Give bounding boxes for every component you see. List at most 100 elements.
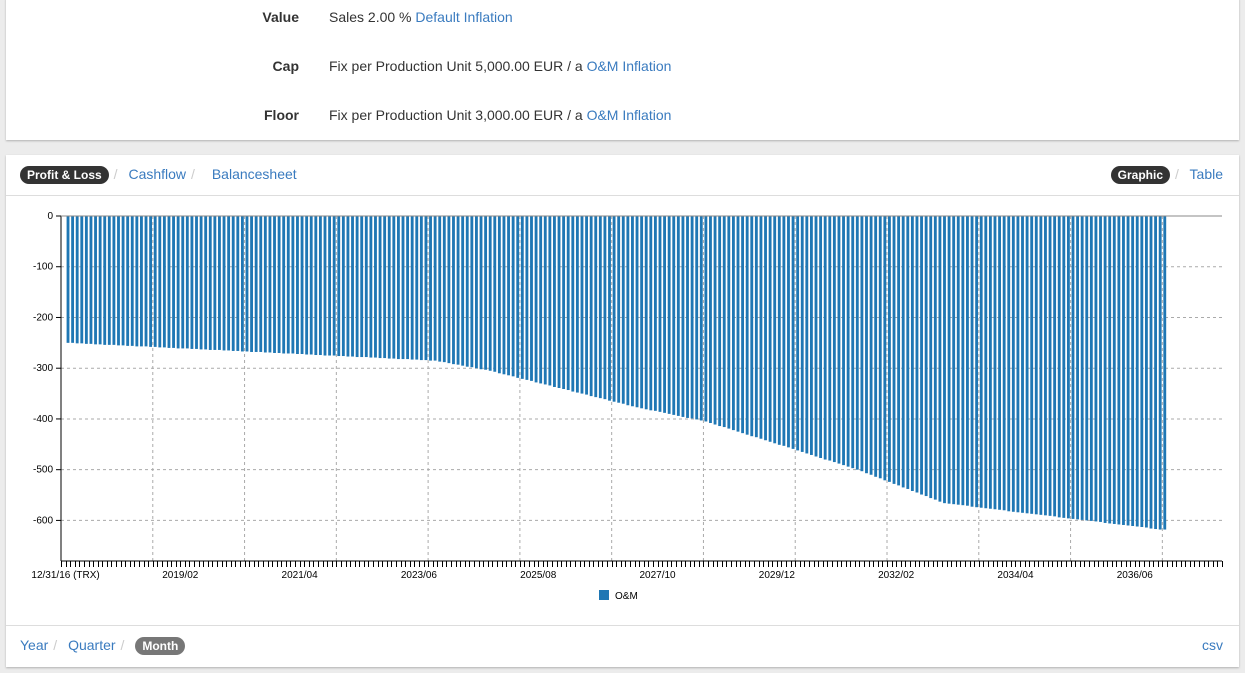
inflation-link[interactable]: Default Inflation (415, 9, 513, 25)
bar (1025, 216, 1029, 514)
bar (906, 216, 910, 489)
bar (355, 216, 359, 358)
bar (667, 216, 671, 414)
bar (851, 216, 855, 469)
bar (842, 216, 845, 466)
bar (442, 216, 446, 363)
bar (915, 216, 919, 493)
bar (975, 216, 979, 508)
bar (309, 216, 313, 355)
bar (305, 216, 309, 355)
bar (346, 216, 350, 357)
bar (153, 216, 157, 347)
bar (979, 216, 983, 508)
bar (1108, 216, 1112, 524)
bar (263, 216, 267, 353)
bar (332, 216, 336, 356)
setting-text: Sales 2.00 % (329, 9, 412, 25)
bar (1066, 216, 1070, 519)
bar (745, 216, 749, 435)
tab-year[interactable]: Year (20, 637, 49, 653)
bar (429, 216, 432, 361)
view-tabs: Graphic / Table (1110, 166, 1223, 184)
bar (465, 216, 469, 367)
bar (575, 216, 579, 393)
bar (497, 216, 501, 374)
bar (396, 216, 400, 360)
bar (626, 216, 630, 406)
bar (475, 216, 478, 369)
inflation-link[interactable]: O&M Inflation (586, 107, 672, 123)
bar (970, 216, 974, 507)
bar (66, 216, 70, 343)
bar (364, 216, 368, 358)
bar (282, 216, 286, 354)
bar (846, 216, 850, 467)
legend-label: O&M (615, 591, 638, 602)
bar (227, 216, 231, 351)
bar (640, 216, 644, 409)
bar (318, 216, 322, 356)
bar (1021, 216, 1024, 513)
tab-quarter[interactable]: Quarter (68, 637, 116, 653)
bar (589, 216, 593, 397)
bar (860, 216, 864, 472)
bar (823, 216, 827, 460)
bar (1048, 216, 1052, 516)
bar (135, 216, 139, 347)
bar (406, 216, 410, 360)
bar (240, 216, 244, 352)
bar (984, 216, 988, 509)
bar (1007, 216, 1011, 512)
bar (75, 216, 79, 344)
bar (672, 216, 676, 415)
bar (1053, 216, 1057, 517)
bar (837, 216, 841, 464)
bar (539, 216, 543, 384)
bar (727, 216, 731, 429)
bar (649, 216, 653, 411)
bar (782, 216, 786, 446)
bar (162, 216, 166, 348)
bar (543, 216, 547, 385)
bar (952, 216, 956, 505)
bar (1131, 216, 1135, 526)
bar (828, 216, 832, 461)
y-tick-label: -600 (33, 515, 53, 526)
bar (736, 216, 740, 432)
setting-label: Value (262, 9, 299, 25)
bar (920, 216, 923, 495)
bar (635, 216, 639, 408)
tab-cashflow[interactable]: Cashflow (128, 166, 187, 182)
bar (750, 216, 754, 437)
tab-table[interactable]: Table (1189, 166, 1223, 182)
bar (236, 216, 240, 351)
tab-graphic[interactable]: Graphic (1110, 166, 1170, 184)
bar (273, 216, 276, 353)
setting-row-floor: Floor Fix per Production Unit 3,000.00 E… (6, 107, 1239, 127)
csv-export-link[interactable]: csv (1202, 637, 1223, 653)
bar (773, 216, 777, 444)
inflation-link[interactable]: O&M Inflation (586, 58, 672, 74)
bar (231, 216, 235, 351)
bar (222, 216, 226, 351)
bar (1044, 216, 1047, 516)
bar (369, 216, 373, 358)
bar (484, 216, 488, 370)
bar (1076, 216, 1079, 520)
bar (328, 216, 332, 356)
bar (149, 216, 153, 347)
legend-swatch (599, 590, 609, 600)
bar (176, 216, 180, 349)
bar (387, 216, 391, 359)
tab-balancesheet[interactable]: Balancesheet (211, 166, 297, 182)
bar (713, 216, 717, 425)
bar (676, 216, 680, 416)
bar (998, 216, 1001, 510)
bar (791, 216, 795, 449)
bar (107, 216, 111, 345)
tab-profit-loss[interactable]: Profit & Loss (20, 166, 109, 184)
tab-month[interactable]: Month (135, 637, 186, 655)
bar (777, 216, 781, 445)
bar (80, 216, 84, 344)
